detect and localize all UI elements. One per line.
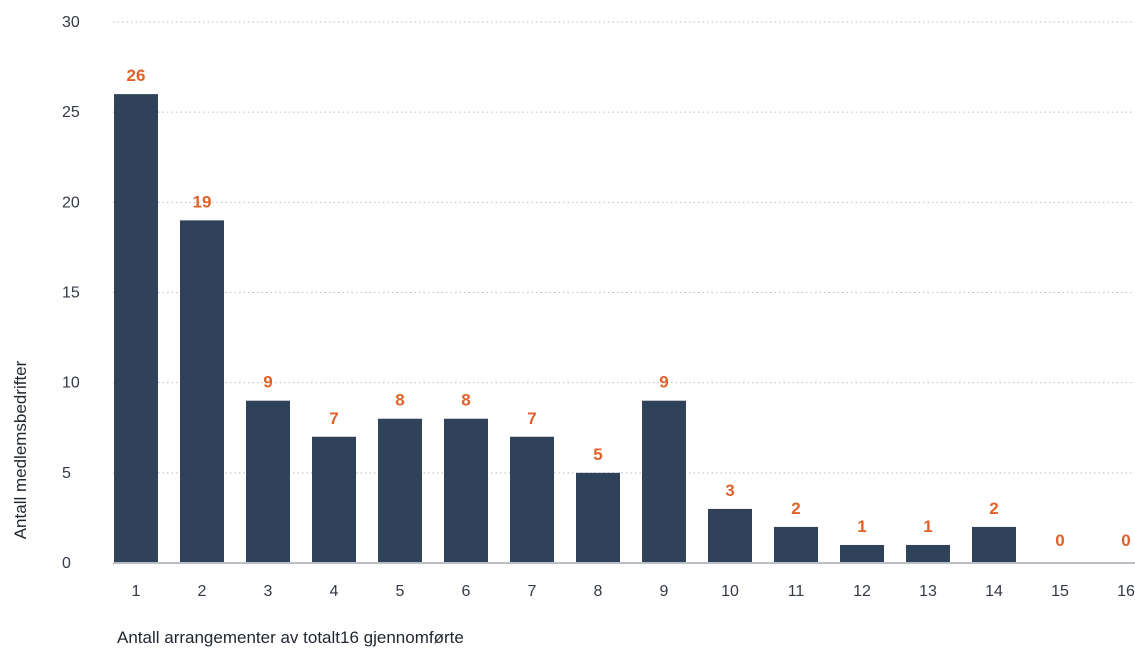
data-label-3: 9 xyxy=(263,373,272,392)
x-tick-label: 10 xyxy=(721,583,739,600)
data-label-5: 8 xyxy=(395,391,404,410)
bar-8 xyxy=(576,472,620,563)
data-label-11: 2 xyxy=(791,499,800,518)
y-tick-label: 20 xyxy=(62,194,80,211)
data-label-1: 26 xyxy=(127,66,146,85)
x-tick-label: 3 xyxy=(264,583,273,600)
bar-9 xyxy=(642,400,686,563)
x-tick-label: 16 xyxy=(1117,583,1135,600)
bar-10 xyxy=(708,508,752,563)
bar-3 xyxy=(246,400,290,563)
bars xyxy=(114,94,1016,563)
x-tick-label: 5 xyxy=(396,583,405,600)
x-tick-label: 11 xyxy=(788,583,805,600)
data-label-13: 1 xyxy=(923,517,932,536)
x-tick-label: 7 xyxy=(528,583,537,600)
x-tick-label: 2 xyxy=(198,583,207,600)
bar-13 xyxy=(906,544,950,563)
bar-4 xyxy=(312,436,356,563)
bar-1 xyxy=(114,94,158,563)
y-axis-ticks: 0 5 10 15 20 25 30 xyxy=(62,14,80,572)
bar-12 xyxy=(840,544,884,563)
x-tick-label: 13 xyxy=(919,583,937,600)
x-tick-label: 8 xyxy=(594,583,603,600)
data-label-10: 3 xyxy=(725,481,734,500)
x-axis-title: Antall arrangementer av totalt16 gjennom… xyxy=(117,628,464,647)
x-tick-label: 9 xyxy=(660,583,669,600)
bar-14 xyxy=(972,526,1016,563)
data-labels: 26 19 9 7 8 8 7 5 9 3 2 1 1 2 0 0 xyxy=(127,66,1131,550)
x-axis-ticks: 1 2 3 4 5 6 7 8 9 10 11 12 13 14 15 16 xyxy=(132,583,1135,600)
data-label-4: 7 xyxy=(329,409,338,428)
y-tick-label: 25 xyxy=(62,104,80,121)
y-tick-label: 10 xyxy=(62,375,80,392)
x-tick-label: 1 xyxy=(132,583,141,600)
y-axis-title: Antall medlemsbedrifter xyxy=(11,360,30,539)
data-label-16: 0 xyxy=(1121,531,1130,550)
x-tick-label: 14 xyxy=(985,583,1003,600)
bar-6 xyxy=(444,418,488,563)
bar-5 xyxy=(378,418,422,563)
data-label-15: 0 xyxy=(1055,531,1064,550)
bar-7 xyxy=(510,436,554,563)
y-tick-label: 0 xyxy=(62,555,71,572)
data-label-14: 2 xyxy=(989,499,998,518)
x-tick-label: 12 xyxy=(853,583,871,600)
bar-2 xyxy=(180,220,224,563)
data-label-8: 5 xyxy=(593,445,602,464)
x-tick-label: 15 xyxy=(1051,583,1069,600)
data-label-12: 1 xyxy=(857,517,866,536)
data-label-7: 7 xyxy=(527,409,536,428)
y-tick-label: 5 xyxy=(62,465,71,482)
y-tick-label: 15 xyxy=(62,285,80,302)
x-tick-label: 4 xyxy=(330,583,339,600)
data-label-6: 8 xyxy=(461,391,470,410)
data-label-2: 19 xyxy=(193,192,212,211)
y-tick-label: 30 xyxy=(62,14,80,31)
x-tick-label: 6 xyxy=(462,583,471,600)
bar-11 xyxy=(774,526,818,563)
grid-lines xyxy=(113,21,1135,474)
data-label-9: 9 xyxy=(659,373,668,392)
